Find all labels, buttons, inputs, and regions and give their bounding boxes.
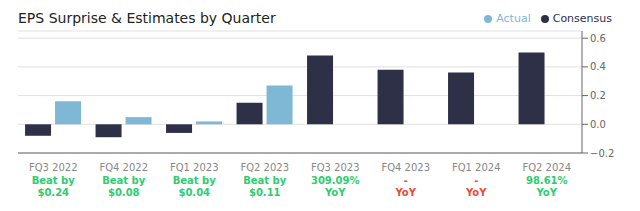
svg-text:FQ1 2023: FQ1 2023 — [170, 162, 219, 173]
html-text:Actual: Actual — [496, 12, 531, 25]
svg-text:FQ4 2022: FQ4 2022 — [99, 162, 148, 173]
svg-text:0.2: 0.2 — [590, 90, 606, 101]
svg-text:FQ3 2022: FQ3 2022 — [29, 162, 78, 173]
svg-text:$0.24: $0.24 — [37, 187, 69, 198]
svg-text:0.6: 0.6 — [590, 33, 606, 44]
svg-text:FQ2 2023: FQ2 2023 — [240, 162, 289, 173]
svg-text:−0.2: −0.2 — [590, 148, 614, 159]
svg-text:Beat by: Beat by — [173, 175, 217, 186]
svg-text:Beat by: Beat by — [243, 175, 287, 186]
svg-text:-: - — [404, 175, 408, 186]
svg-text:309.09%: 309.09% — [311, 175, 360, 186]
svg-text:98.61%: 98.61% — [526, 175, 568, 186]
svg-text:YoY: YoY — [536, 187, 558, 198]
svg-text:YoY: YoY — [395, 187, 417, 198]
svg-text:0.0: 0.0 — [590, 119, 606, 130]
svg-text:0.4: 0.4 — [590, 61, 606, 72]
html-text:EPS Surprise & Estimates by Qu: EPS Surprise & Estimates by Quarter — [18, 10, 276, 26]
svg-text:FQ1 2024: FQ1 2024 — [452, 162, 501, 173]
svg-text:Beat by: Beat by — [32, 175, 76, 186]
svg-text:$0.04: $0.04 — [178, 187, 210, 198]
svg-text:Beat by: Beat by — [102, 175, 146, 186]
svg-text:YoY: YoY — [465, 187, 487, 198]
html-text:Consensus: Consensus — [552, 12, 612, 25]
svg-text:FQ4 2023: FQ4 2023 — [381, 162, 430, 173]
svg-text:FQ2 2024: FQ2 2024 — [522, 162, 571, 173]
svg-text:YoY: YoY — [324, 187, 346, 198]
svg-text:$0.11: $0.11 — [249, 187, 281, 198]
svg-text:FQ3 2023: FQ3 2023 — [311, 162, 360, 173]
svg-text:$0.08: $0.08 — [108, 187, 140, 198]
svg-text:-: - — [474, 175, 478, 186]
